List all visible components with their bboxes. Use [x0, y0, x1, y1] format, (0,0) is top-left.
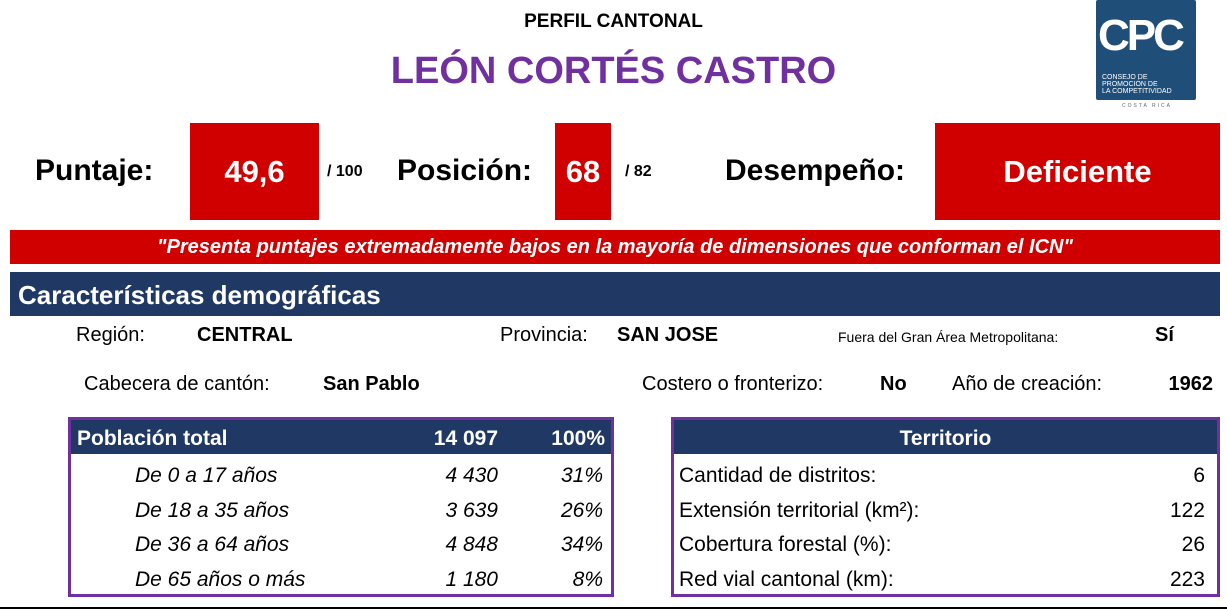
info-value: 1962	[1168, 373, 1214, 395]
rule	[0, 607, 1227, 609]
territory-row: Cobertura forestal (%): 26	[674, 526, 1217, 560]
info-value: Sí	[1155, 324, 1174, 346]
position-box: 68	[555, 123, 611, 220]
population-row: De 0 a 17 años 4 430 31%	[71, 457, 611, 491]
performance: Deficiente	[1003, 153, 1152, 189]
age-group: De 36 a 64 años	[135, 533, 290, 556]
logo-country: COSTA RICA	[1122, 103, 1172, 109]
population-table: Población total 14 097 100% De 0 a 17 años 4…	[68, 417, 614, 597]
percent: 26%	[560, 498, 603, 522]
score: 49,6	[224, 153, 285, 189]
info-label: Región:	[76, 324, 145, 346]
info-value: No	[880, 373, 907, 395]
info-label: Cabecera de cantón:	[84, 373, 270, 395]
age-group: De 65 años o más	[135, 567, 306, 591]
position: 68	[565, 153, 601, 189]
territory-value: 26	[1181, 533, 1205, 556]
territory-label: Extensión territorial (km²):	[679, 498, 920, 522]
header-value: 14 097	[433, 427, 498, 450]
count: 4 848	[445, 533, 498, 556]
info-label: Fuera del Gran Área Metropolitana:	[838, 329, 1059, 345]
score-max: / 100	[327, 163, 363, 180]
population-header: Población total 14 097 100%	[71, 420, 611, 454]
score-box: 49,6	[190, 123, 319, 220]
count: 4 430	[445, 464, 498, 487]
logo-letters: CPC	[1098, 11, 1185, 60]
subtitle: PERFIL CANTONAL	[524, 11, 703, 32]
info-value: CENTRAL	[197, 324, 293, 346]
population-row: De 65 años o más 1 180 8%	[71, 561, 611, 595]
territory-label: Cantidad de distritos:	[679, 464, 877, 487]
logo-box	[1096, 0, 1196, 100]
performance-label: Desempeño:	[725, 154, 906, 187]
performance-box: Deficiente	[935, 123, 1220, 220]
count: 3 639	[445, 498, 498, 522]
population-row: De 18 a 35 años 3 639 26%	[71, 492, 611, 526]
info-value: SAN JOSE	[617, 324, 719, 346]
position-max: / 82	[625, 163, 652, 180]
logo-text: PROMOCIÓN DE	[1102, 81, 1158, 88]
population-row: De 36 a 64 años 4 848 34%	[71, 526, 611, 560]
header-label: Población total	[77, 427, 228, 450]
territory-header: Territorio	[674, 420, 1217, 454]
info-label: Costero o fronterizo:	[642, 373, 824, 395]
header-pct: 100%	[551, 427, 605, 450]
logo: CPC CONSEJO DE PROMOCIÓN DE LA COMPETITI…	[1092, 0, 1204, 112]
quote: "Presenta puntajes extremadamente bajos …	[157, 235, 1073, 258]
logo-text: CONSEJO DE	[1102, 74, 1148, 81]
count: 1 180	[445, 567, 498, 591]
percent: 31%	[560, 464, 603, 487]
age-group: De 18 a 35 años	[135, 498, 290, 522]
section-bar: Características demográficas	[10, 272, 1220, 316]
info-label: Provincia:	[500, 324, 588, 346]
territory-row: Extensión territorial (km²): 122	[674, 492, 1217, 526]
territory-label: Cobertura forestal (%):	[679, 533, 892, 556]
age-group: De 0 a 17 años	[135, 464, 278, 487]
percent: 34%	[560, 533, 603, 556]
territory-value: 6	[1193, 464, 1205, 487]
info-label: Año de creación:	[952, 373, 1103, 395]
territory-row: Red vial cantonal (km): 223	[674, 561, 1217, 595]
territory-title: Territorio	[899, 427, 992, 450]
logo-text: LA COMPETITIVIDAD	[1102, 88, 1172, 95]
quote-bar: "Presenta puntajes extremadamente bajos …	[10, 230, 1220, 264]
territory-value: 223	[1169, 567, 1205, 591]
title: LEÓN CORTÉS CASTRO	[390, 50, 837, 92]
territory-table: Territorio Cantidad de distritos: 6 Extensi…	[671, 417, 1220, 597]
territory-row: Cantidad de distritos: 6	[674, 457, 1217, 491]
territory-label: Red vial cantonal (km):	[679, 567, 894, 591]
position-label: Posición:	[397, 154, 533, 187]
score-label: Puntaje:	[35, 154, 154, 187]
section-title: Características demográficas	[18, 280, 381, 310]
percent: 8%	[572, 567, 603, 591]
info-value: San Pablo	[323, 373, 420, 395]
territory-value: 122	[1169, 498, 1205, 522]
